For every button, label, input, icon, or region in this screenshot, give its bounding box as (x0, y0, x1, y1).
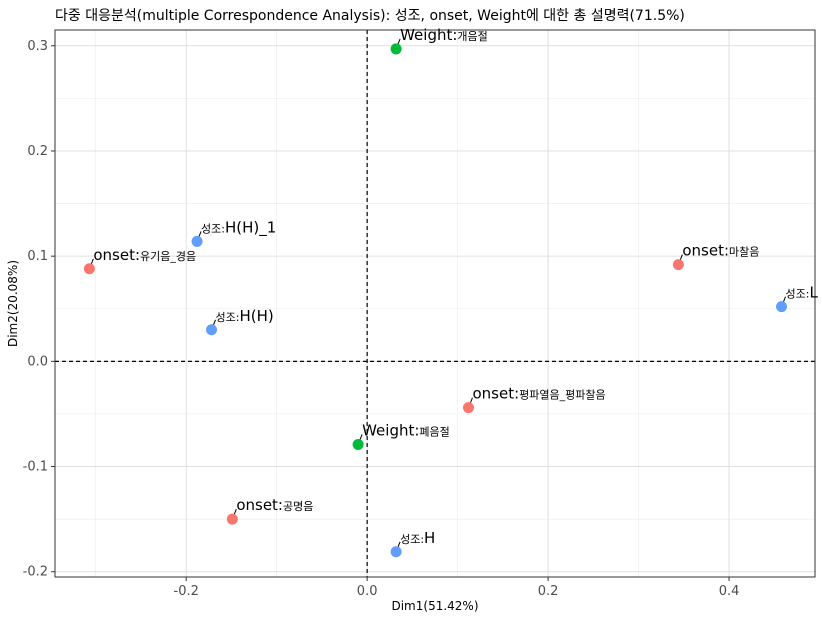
point-label-secondary: 개음절 (457, 30, 487, 43)
point-label-secondary: 마찰음 (729, 246, 759, 259)
point-label-primary: Weight: (362, 421, 419, 439)
y-axis-title: Dim2(20.08%) (6, 260, 20, 347)
point-label-primary: onset: (472, 385, 519, 403)
point-label-primary: onset: (682, 242, 729, 260)
data-point (462, 402, 474, 414)
point-label-secondary: 폐음절 (419, 425, 449, 438)
point-label: onset:평파열음_평파찰음 (472, 385, 605, 403)
point-label-primary: L (809, 284, 818, 302)
data-point (672, 259, 684, 271)
y-tick-label: 0.2 (27, 144, 48, 159)
point-label-secondary: 공명음 (283, 500, 313, 513)
point-label: 성조:H (400, 529, 435, 547)
point-label-secondary: 유기음_경음 (140, 250, 196, 263)
y-tick-label: -0.1 (23, 460, 48, 475)
point-label-primary: Weight: (400, 26, 457, 44)
point-label: onset:유기음_경음 (93, 246, 196, 264)
data-point (390, 546, 402, 558)
x-tick-label: 0.2 (538, 584, 559, 599)
plot-panel-border (54, 29, 816, 578)
x-axis-title: Dim1(51.42%) (391, 599, 478, 613)
y-tick-label: -0.2 (23, 565, 48, 580)
point-label-secondary: 성조: (216, 311, 240, 324)
data-point (226, 513, 238, 525)
y-tick-label: 0.3 (27, 39, 48, 54)
point-label-secondary: 성조: (201, 222, 225, 235)
point-label-secondary: 평파열음_평파찰음 (519, 389, 605, 402)
point-label: Weight:개음절 (400, 26, 488, 44)
point-label-primary: onset: (93, 246, 140, 264)
data-point (83, 263, 95, 275)
point-label-secondary: 성조: (786, 288, 810, 301)
point-label: 성조:H(H)_1 (201, 218, 276, 237)
point-label-primary: H(H)_1 (225, 218, 276, 237)
x-tick-label: -0.2 (174, 584, 199, 599)
data-point (352, 438, 364, 450)
point-label: onset:공명음 (236, 496, 313, 514)
y-tick-label: 0.1 (27, 249, 48, 264)
point-label-primary: H(H) (239, 307, 273, 325)
plot-area: -0.2 0.0 0.2 0.4-0.2-0.10.00.10.20.3onset:유… (23, 26, 819, 599)
point-label: 성조:L (786, 284, 819, 302)
data-point (390, 43, 402, 55)
point-label: Weight:폐음절 (362, 421, 450, 439)
x-tick-label: 0.0 (357, 584, 378, 599)
data-point (776, 301, 788, 313)
x-tick-label: 0.4 (719, 584, 740, 599)
point-label-primary: H (424, 529, 435, 547)
y-tick-label: 0.0 (27, 354, 48, 369)
point-label-secondary: 성조: (400, 533, 424, 546)
point-label-primary: onset: (236, 496, 283, 514)
data-point (191, 235, 203, 247)
chart-title: 다중 대응분석(multiple Correspondence Analysis… (55, 8, 685, 24)
data-point (206, 324, 218, 336)
point-label: 성조:H(H) (216, 307, 274, 325)
point-label: onset:마찰음 (682, 242, 759, 260)
